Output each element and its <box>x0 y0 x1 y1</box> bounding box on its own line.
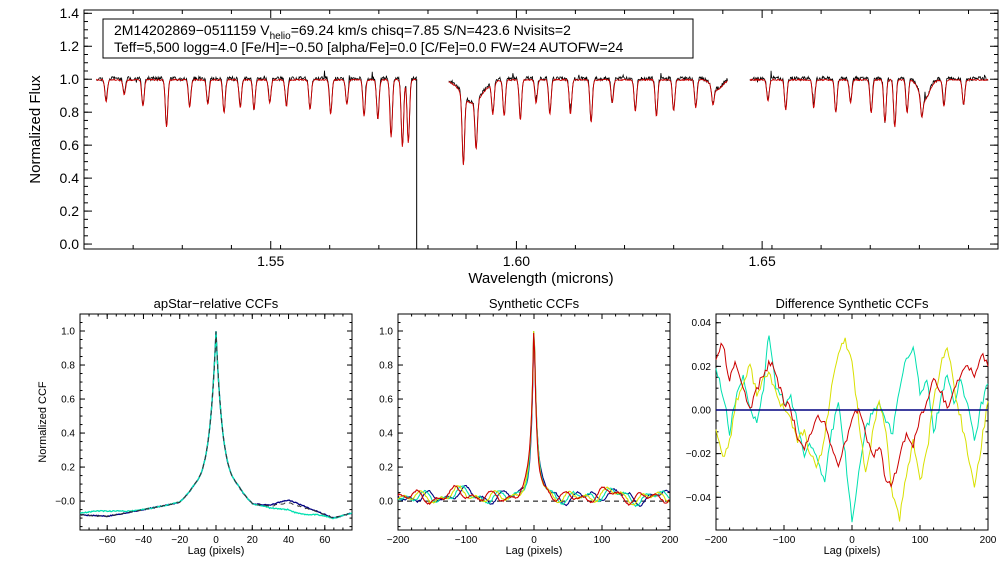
plot-frame <box>79 313 353 531</box>
ccf_2-line <box>79 331 353 520</box>
x-tick-label: 100 <box>912 535 929 546</box>
y-tick-label: 0.8 <box>379 361 393 372</box>
x-tick-label: 1.65 <box>749 253 776 269</box>
y-tick-label: 0.2 <box>61 463 75 474</box>
observed-flux-line <box>749 70 989 127</box>
x-axis-label: Lag (pixels) <box>188 545 245 557</box>
y-tick-label: 0.4 <box>61 429 75 440</box>
y-tick-label: 0.0 <box>379 497 393 508</box>
chart-title: apStar−relative CCFs <box>154 296 279 311</box>
diff_red-line <box>715 342 989 489</box>
observed-flux-line <box>448 73 728 165</box>
chart-title: Synthetic CCFs <box>489 296 580 311</box>
x-tick-label: 1.60 <box>503 253 530 269</box>
x-tick-label: −40 <box>135 535 152 546</box>
diff_cyan-line <box>715 335 989 523</box>
y-axis-label: Normalized CCF <box>37 381 49 463</box>
y-tick-label: 0.4 <box>60 170 80 186</box>
x-axis-label: Lag (pixels) <box>824 545 881 557</box>
x-tick-label: −100 <box>455 535 478 546</box>
synthetic-flux-line <box>95 78 417 147</box>
y-tick-label: 1.0 <box>60 71 80 87</box>
annotation-star-id: 2M14202869−0511159 V <box>114 22 270 38</box>
x-tick-label: −200 <box>387 535 410 546</box>
y-tick-label: 1.0 <box>61 327 75 338</box>
difference-ccf-panel: −200 −100 0 100 200 −0.04 −0.02 0.00 0.02 0.04 Lag… <box>686 296 997 557</box>
annotation-line-2: Teff=5,500 logg=4.0 [Fe/H]=−0.50 [alpha/… <box>114 39 623 55</box>
x-tick-label: 0 <box>849 535 855 546</box>
ccf_3-line <box>79 331 353 520</box>
synthetic_3-line <box>397 330 670 506</box>
y-tick-label: 0.6 <box>60 137 80 153</box>
y-tick-label: 1.0 <box>379 327 393 338</box>
y-tick-label: 0.2 <box>379 463 393 474</box>
x-tick-label: 1.55 <box>257 253 284 269</box>
apstar-ccf-panel: −60 −40 −20 0 20 40 60 −0.0 0.2 0.4 0.6 0.8 1.0 Lag (… <box>37 296 353 557</box>
y-tick-label: 0.0 <box>60 236 80 252</box>
synthetic-flux-line <box>448 78 728 166</box>
x-tick-label: 20 <box>247 535 259 546</box>
y-tick-label: −0.02 <box>686 449 712 460</box>
y-tick-label: 0.4 <box>379 429 393 440</box>
synthetic-flux-line <box>749 78 989 128</box>
x-tick-label: 100 <box>594 535 611 546</box>
annotation-line-1: 2M14202869−0511159 Vhelio=69.24 km/s chi… <box>114 22 571 42</box>
x-tick-label: −200 <box>705 535 728 546</box>
x-tick-label: 0 <box>531 535 537 546</box>
y-tick-label: −0.0 <box>55 497 75 508</box>
x-tick-label: −60 <box>99 535 116 546</box>
x-tick-label: 200 <box>662 535 679 546</box>
synthetic-ccf-panel: −200 −100 0 100 200 0.0 0.2 0.4 0.6 0.8 1.0 Lag (pi… <box>379 296 679 557</box>
y-axis-label: Normalized Flux <box>27 75 44 184</box>
x-tick-label: −20 <box>171 535 188 546</box>
x-axis-label: Lag (pixels) <box>506 545 563 557</box>
diff_yellow-line <box>715 337 989 522</box>
x-tick-label: 200 <box>980 535 997 546</box>
x-tick-label: −100 <box>773 535 796 546</box>
y-tick-label: 0.00 <box>692 406 712 417</box>
chart-title: Difference Synthetic CCFs <box>776 296 929 311</box>
y-tick-label: 0.02 <box>692 362 712 373</box>
annotation-stats: =69.24 km/s chisq=7.85 S/N=423.6 Nvisits… <box>291 22 571 38</box>
x-tick-label: 60 <box>319 535 331 546</box>
y-tick-label: 0.6 <box>379 395 393 406</box>
y-tick-label: 0.8 <box>61 361 75 372</box>
spectrum-panel: 1.55 1.60 1.65 0.0 0.2 0.4 0.6 0.8 1.0 1.2 1.4 Wave… <box>27 5 999 287</box>
plot-frame <box>83 9 999 250</box>
y-tick-label: 0.2 <box>60 203 80 219</box>
ccf_1-line <box>79 331 353 519</box>
y-tick-label: 1.2 <box>60 38 80 54</box>
synthetic_1-line <box>397 336 670 507</box>
synthetic_4-line <box>397 332 670 506</box>
annotation-box <box>102 18 694 59</box>
y-tick-label: 1.4 <box>60 5 80 21</box>
annotation-subscript: helio <box>270 31 292 42</box>
y-tick-label: 0.04 <box>692 318 712 329</box>
y-tick-label: −0.04 <box>686 493 712 504</box>
y-tick-label: 0.6 <box>61 395 75 406</box>
x-tick-label: 40 <box>283 535 295 546</box>
observed-flux-line <box>95 70 417 145</box>
x-tick-label: 0 <box>213 535 219 546</box>
x-axis-label: Wavelength (microns) <box>468 270 613 287</box>
y-tick-label: 0.8 <box>60 104 80 120</box>
